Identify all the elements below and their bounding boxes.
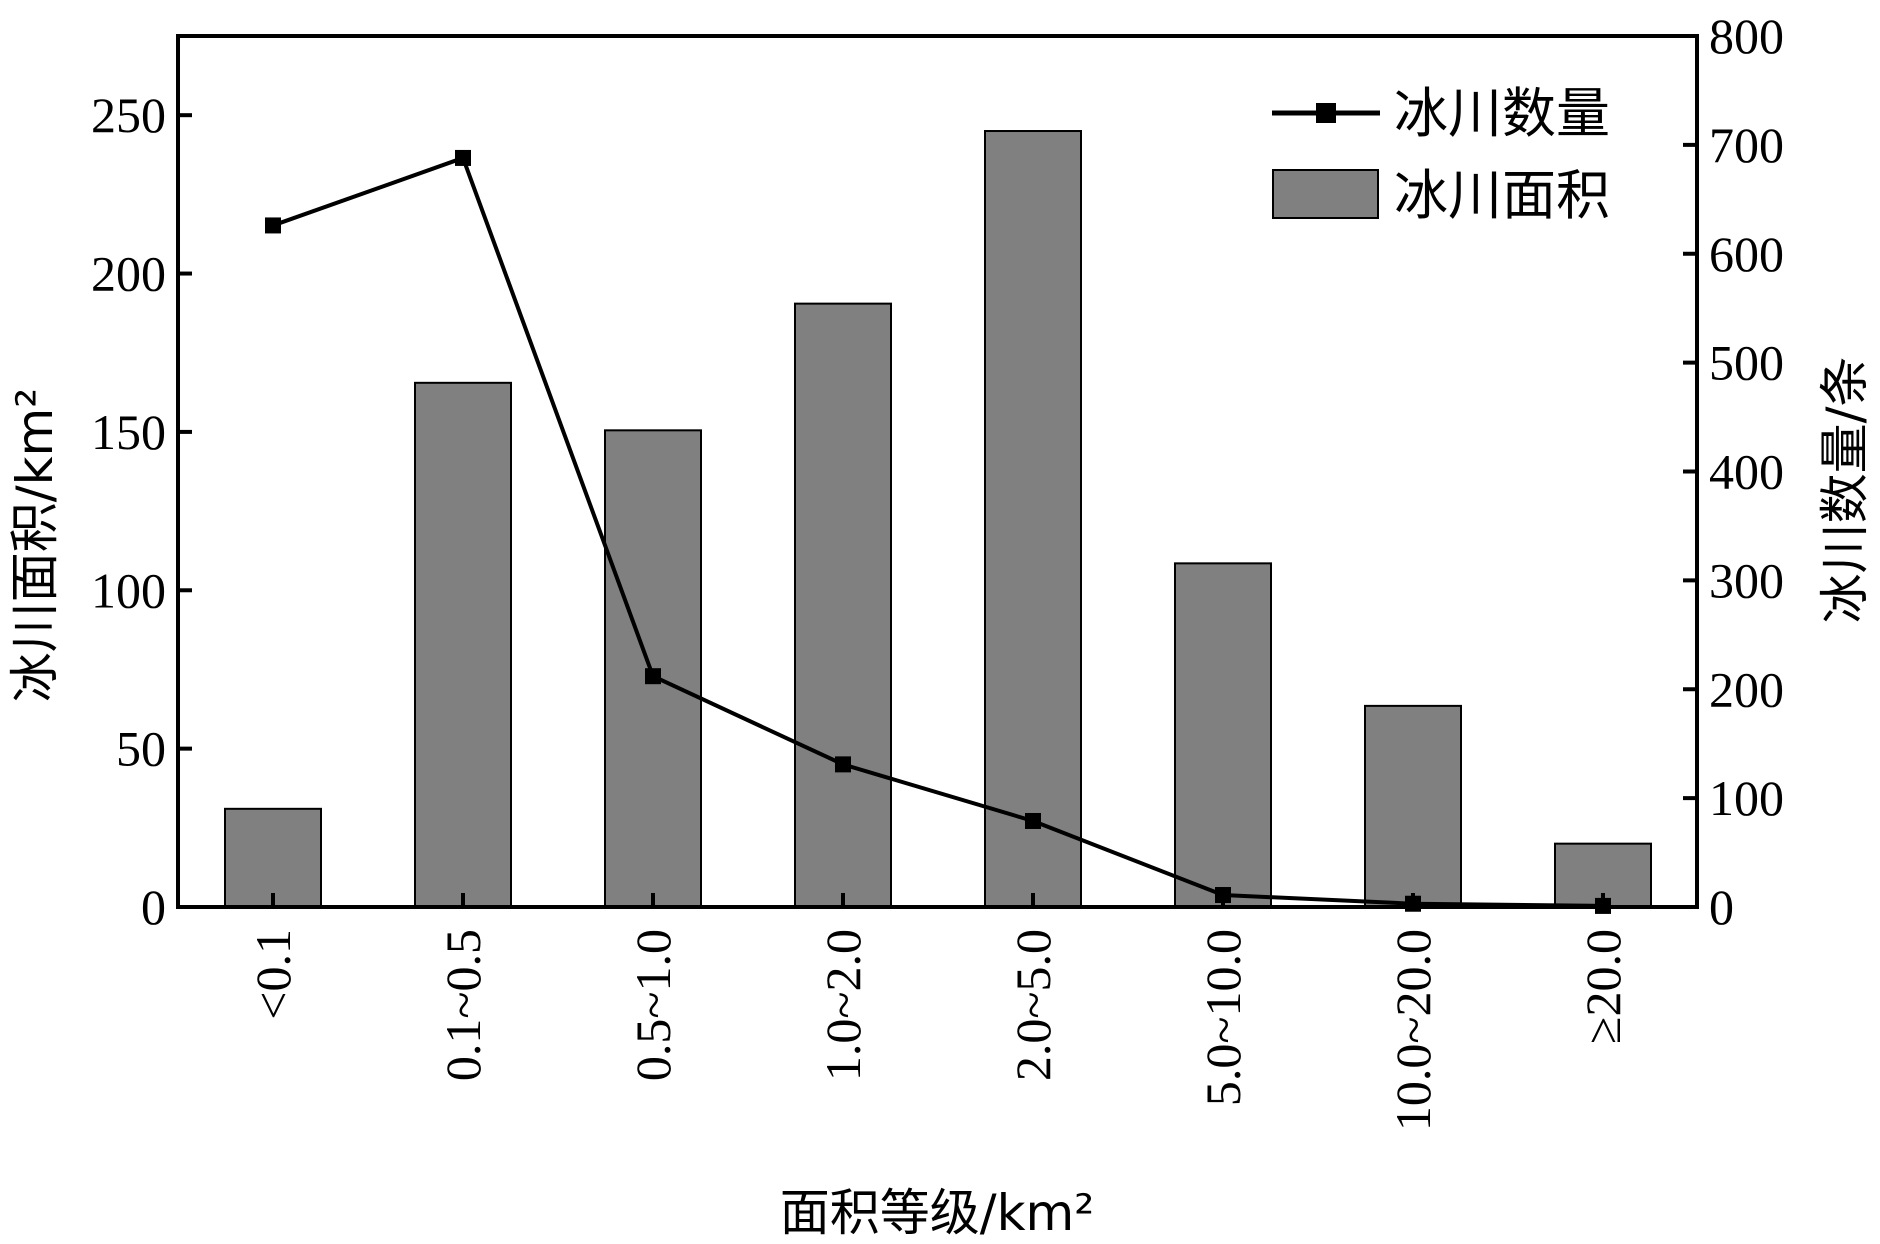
- right-y-axis-ticks: 0 100 200 300 400 500 600 700 800: [1683, 8, 1784, 935]
- left-y-tick-label-2: 100: [91, 562, 166, 618]
- x-axis-label: 面积等级/km²: [780, 1184, 1095, 1242]
- left-y-tick-label-1: 50: [116, 721, 166, 777]
- right-y-tick-label-2: 200: [1709, 661, 1784, 717]
- bar-6: [1364, 704, 1462, 908]
- line-point-1: [455, 149, 471, 166]
- bar-5: [1174, 562, 1272, 908]
- legend: 冰川数量 冰川面积: [1272, 82, 1610, 227]
- x-tick-label-6: 10.0~20.0: [1385, 929, 1441, 1131]
- bar-1: [414, 381, 512, 909]
- line-point-0: [265, 217, 281, 234]
- right-y-tick-label-7: 700: [1709, 117, 1784, 173]
- x-tick-label-2: 0.5~1.0: [625, 929, 681, 1081]
- left-y-tick-label-4: 200: [91, 246, 166, 302]
- line-point-2: [645, 668, 661, 685]
- x-tick-label-5: 5.0~10.0: [1195, 929, 1251, 1106]
- right-y-tick-label-1: 100: [1709, 770, 1784, 826]
- right-y-tick-label-3: 300: [1709, 552, 1784, 608]
- x-tick-label-0: <0.1: [245, 929, 301, 1020]
- left-y-axis-label: 冰川面积/km²: [6, 388, 64, 703]
- right-y-tick-label-4: 400: [1709, 444, 1784, 500]
- right-y-tick-label-5: 500: [1709, 335, 1784, 391]
- x-tick-label-1: 0.1~0.5: [435, 929, 491, 1081]
- right-y-tick-label-6: 600: [1709, 226, 1784, 282]
- left-y-tick-label-3: 150: [91, 404, 166, 460]
- x-axis-ticks: <0.1 0.1~0.5 0.5~1.0 1.0~2.0 2.0~5.0 5.0~10.0…: [245, 893, 1631, 1131]
- legend-label-count: 冰川数量: [1394, 82, 1610, 145]
- legend-label-area: 冰川面积: [1394, 164, 1610, 227]
- x-tick-label-4: 2.0~5.0: [1005, 929, 1061, 1081]
- line-point-4: [1025, 812, 1041, 829]
- right-y-tick-label-8: 800: [1709, 8, 1784, 64]
- legend-square-marker: [1316, 103, 1336, 123]
- left-y-tick-label-0: 0: [141, 879, 166, 935]
- left-y-axis-ticks: 0 50 100 150 200 250: [91, 87, 192, 935]
- bar-4: [984, 130, 1082, 908]
- bar-0: [224, 807, 322, 909]
- right-y-tick-label-0: 0: [1709, 879, 1734, 935]
- right-y-axis-label: 冰川数量/条: [1816, 357, 1874, 624]
- x-tick-label-7: ≥20.0: [1575, 929, 1631, 1044]
- x-tick-label-3: 1.0~2.0: [815, 929, 871, 1081]
- legend-bar-swatch: [1272, 169, 1379, 219]
- count-line: [272, 155, 1604, 908]
- bar-3: [794, 302, 892, 909]
- left-y-tick-label-5: 250: [91, 87, 166, 143]
- line-point-3: [835, 756, 851, 773]
